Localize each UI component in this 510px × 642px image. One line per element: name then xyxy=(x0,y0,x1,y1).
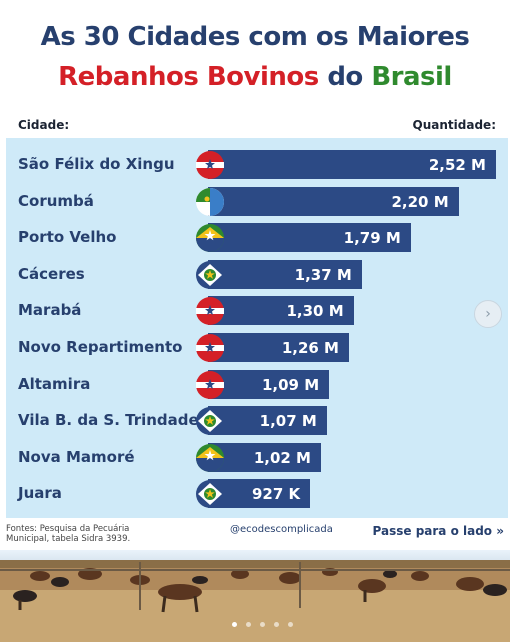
carousel-dot[interactable] xyxy=(288,622,294,627)
bar-value-label: 1,37 M xyxy=(294,265,352,284)
instagram-handle: @ecodescomplicada xyxy=(230,524,333,535)
city-column-header: Cidade: xyxy=(18,118,70,132)
chevron-right-icon: › xyxy=(485,306,491,322)
quantity-column-header: Quantidade: xyxy=(412,118,496,132)
bar-value-label: 1,07 M xyxy=(259,412,317,431)
city-label: Corumbá xyxy=(18,191,94,210)
footer: Fontes: Pesquisa da Pecuária Municipal, … xyxy=(0,520,510,550)
bar-value-label: 2,52 M xyxy=(428,156,486,174)
carousel-dots xyxy=(230,612,295,631)
bar-value-label: 1,30 M xyxy=(286,302,344,321)
title-blue-part: do xyxy=(327,62,363,92)
bar-value-label: 927 K xyxy=(251,485,301,504)
chart-panel: São Félix do Xingu 2,52 M Corumbá 2,20 M Por… xyxy=(6,138,508,518)
city-label: Vila B. da S. Trindade xyxy=(18,411,199,430)
city-label: Novo Repartimento xyxy=(18,338,183,356)
bar-value-label: 1,09 M xyxy=(261,375,320,394)
source-note: Fontes: Pesquisa da Pecuária Municipal, … xyxy=(6,524,131,544)
state-flag-icon xyxy=(194,443,226,473)
cattle-field-photo xyxy=(0,550,510,642)
double-chevron-right-icon: » xyxy=(496,524,504,538)
bar xyxy=(208,296,354,326)
city-label: Nova Mamoré xyxy=(18,447,135,466)
bar xyxy=(208,442,321,472)
title-red-part: Rebanhos Bovinos xyxy=(58,62,319,92)
bar-value-label: 1,26 M xyxy=(281,339,339,357)
city-label: Porto Velho xyxy=(18,228,117,247)
bar xyxy=(208,186,459,216)
bar xyxy=(208,150,496,179)
carousel-dot[interactable] xyxy=(260,622,266,627)
bar-value-label: 1,02 M xyxy=(253,448,311,467)
page-title-line1: As 30 Cidades com os Maiores xyxy=(40,22,470,52)
swipe-label: Passe para o lado xyxy=(372,524,493,538)
state-flag-icon xyxy=(194,187,226,217)
state-flag-icon xyxy=(194,406,226,436)
state-flag-icon xyxy=(194,296,226,326)
state-flag-icon xyxy=(194,479,226,509)
carousel-dot[interactable] xyxy=(232,622,237,627)
bar-value-label: 2,20 M xyxy=(391,192,449,211)
city-label: Cáceres xyxy=(18,264,85,283)
bar-value-label: 1,79 M xyxy=(343,229,401,248)
bar xyxy=(208,479,311,509)
next-slide-button[interactable]: › xyxy=(474,300,502,328)
state-flag-icon xyxy=(194,223,226,253)
page-title-line2: Rebanhos Bovinos do Brasil xyxy=(0,62,510,92)
city-label: Juara xyxy=(18,484,62,503)
bar xyxy=(208,259,362,289)
state-flag-icon xyxy=(194,370,226,400)
city-label: São Félix do Xingu xyxy=(18,155,175,173)
city-label: Altamira xyxy=(18,374,91,393)
swipe-hint: Passe para o lado » xyxy=(373,524,504,538)
state-flag-icon xyxy=(194,150,226,180)
state-flag-icon xyxy=(194,333,226,363)
city-label: Marabá xyxy=(18,301,82,320)
bar xyxy=(208,333,349,362)
carousel-dot[interactable] xyxy=(246,622,252,627)
title-green-part: Brasil xyxy=(371,62,452,92)
bar xyxy=(208,369,330,399)
cattle-field-illustration xyxy=(0,550,510,642)
state-flag-icon xyxy=(194,260,226,290)
carousel-dot[interactable] xyxy=(274,622,280,627)
bar xyxy=(208,406,327,436)
bar xyxy=(208,223,411,253)
